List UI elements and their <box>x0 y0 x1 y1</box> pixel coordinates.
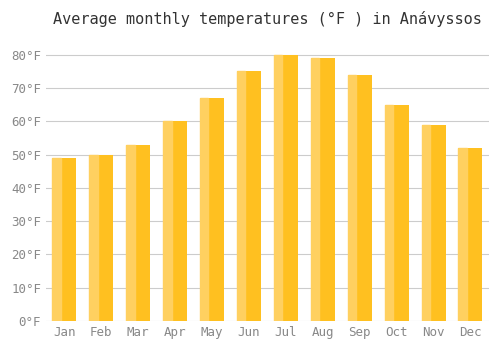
Bar <box>163 121 172 321</box>
Bar <box>458 148 482 321</box>
Bar <box>274 55 282 321</box>
Bar <box>422 125 446 321</box>
Bar <box>163 121 187 321</box>
Bar <box>237 71 261 321</box>
Bar <box>384 105 393 321</box>
Bar <box>126 145 134 321</box>
Bar <box>348 75 372 321</box>
Bar <box>422 125 430 321</box>
Bar <box>90 155 114 321</box>
Bar <box>274 55 298 321</box>
Bar <box>348 75 356 321</box>
Bar <box>52 158 76 321</box>
Title: Average monthly temperatures (°F ) in Anávyssos: Average monthly temperatures (°F ) in An… <box>53 11 482 27</box>
Bar <box>311 58 319 321</box>
Bar <box>200 98 224 321</box>
Bar <box>90 155 98 321</box>
Bar <box>200 98 208 321</box>
Bar <box>458 148 467 321</box>
Bar <box>52 158 61 321</box>
Bar <box>384 105 408 321</box>
Bar <box>311 58 335 321</box>
Bar <box>237 71 246 321</box>
Bar <box>126 145 150 321</box>
